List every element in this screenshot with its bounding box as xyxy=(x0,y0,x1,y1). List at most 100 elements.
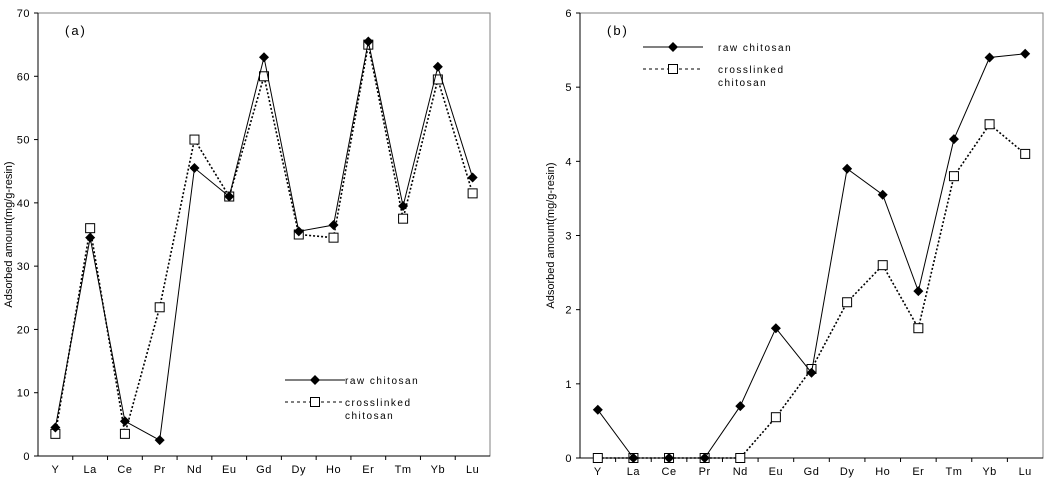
series-0-point-Ce xyxy=(119,416,130,427)
series-0-point-Gd xyxy=(259,52,269,63)
x-tick-label-Yb: Yb xyxy=(982,466,996,478)
series-1-point-Ho xyxy=(328,232,339,243)
y-tick-label-1: 1 xyxy=(565,379,572,391)
x-tick-label-Pr: Pr xyxy=(699,466,711,478)
x-tick-label-Ce: Ce xyxy=(662,466,677,478)
x-tick-label-Pr: Pr xyxy=(154,464,166,476)
series-1-point-La xyxy=(85,223,96,234)
series-1 xyxy=(592,119,1031,463)
legend-marker-0 xyxy=(668,42,678,52)
legend-label-0: raw chitosan xyxy=(345,376,419,387)
series-0-point-Lu xyxy=(1020,48,1031,59)
legend-marker-1 xyxy=(310,397,320,407)
y-tick-label-2: 20 xyxy=(17,324,30,336)
legend: raw chitosan crosslinked chitosan xyxy=(643,42,792,89)
legend-label-1: crosslinked xyxy=(345,398,412,409)
x-tick-label-Y: Y xyxy=(51,464,59,476)
series-0-point-Tm xyxy=(948,134,959,145)
y-tick-label-6: 60 xyxy=(17,71,30,83)
y-tick-label-0: 0 xyxy=(23,451,30,463)
y-axis-label: Adsorbed amount(mg/g-resin) xyxy=(545,162,557,308)
series-1-point-Ho xyxy=(877,260,888,271)
series-1-point-Pr xyxy=(154,302,165,313)
x-tick-label-Yb: Yb xyxy=(431,464,445,476)
legend-marker-0 xyxy=(310,375,320,385)
series-1-point-Lu xyxy=(1020,148,1031,159)
series-1-point-Yb xyxy=(432,74,443,85)
y-tick-label-1: 10 xyxy=(17,388,30,400)
series-0-point-Y xyxy=(592,404,603,415)
chart-a: 0 10 20 30 40 50 60 70 Y La Ce Pr Nd Eu Gd Dy Ho Er Tm Yb Lu… xyxy=(3,8,491,476)
x-tick-label-Er: Er xyxy=(362,464,374,476)
x-tick-label-Nd: Nd xyxy=(733,466,748,478)
x-tick-label-Ce: Ce xyxy=(117,464,132,476)
series-line-1 xyxy=(597,123,1026,459)
series-0-point-Yb xyxy=(984,52,995,63)
plot-frame xyxy=(579,12,1044,459)
series-0-point-Nd xyxy=(735,401,746,412)
x-tick-label-Lu: Lu xyxy=(466,464,479,476)
series-0-point-Dy xyxy=(293,226,304,237)
legend-label-1-line2: chitosan xyxy=(345,411,394,422)
y-tick-label-5: 5 xyxy=(565,82,572,94)
y-tick-label-3: 30 xyxy=(17,261,30,273)
series-1-point-Ce xyxy=(119,428,130,439)
x-tick-label-Ho: Ho xyxy=(875,466,890,478)
series-0-point-La xyxy=(85,232,96,243)
x-tick-label-La: La xyxy=(627,466,641,478)
y-tick-label-3: 3 xyxy=(565,231,572,243)
series-0 xyxy=(592,48,1031,463)
x-tick-label-Eu: Eu xyxy=(222,464,236,476)
y-tick-label-2: 2 xyxy=(565,305,572,317)
legend-label-1-line2: chitosan xyxy=(718,78,767,89)
y-tick-label-6: 6 xyxy=(565,8,572,20)
series-0-point-Er xyxy=(913,286,924,297)
series-0-point-Ce xyxy=(664,453,675,463)
series-0-point-Ho xyxy=(328,220,339,231)
series-0-point-Yb xyxy=(432,61,443,72)
x-tick-label-Gd: Gd xyxy=(256,464,272,476)
series-0-point-Ho xyxy=(877,189,888,200)
series-0-point-Nd xyxy=(189,163,200,174)
x-tick-label-Dy: Dy xyxy=(840,466,854,478)
x-tick-label-Dy: Dy xyxy=(292,464,306,476)
panel-label: (a) xyxy=(65,23,87,38)
legend-label-1: crosslinked xyxy=(718,65,785,76)
series-0-point-Dy xyxy=(842,163,853,174)
x-tick-label-Eu: Eu xyxy=(769,466,783,478)
series-1-point-Eu xyxy=(770,412,781,423)
series-0-point-Eu xyxy=(770,323,781,334)
x-tick-label-Er: Er xyxy=(912,466,924,478)
panel-label: (b) xyxy=(607,23,629,38)
x-tick-label-Lu: Lu xyxy=(1019,466,1032,478)
series-1-point-Tm xyxy=(948,171,959,182)
series-1-point-Er xyxy=(913,323,924,334)
series-0 xyxy=(50,36,478,446)
series-1-point-Yb xyxy=(984,119,995,130)
series-0-point-Pr xyxy=(699,453,710,463)
y-tick-label-4: 40 xyxy=(17,198,30,210)
x-tick-label-Tm: Tm xyxy=(946,466,963,478)
series-1-point-Tm xyxy=(398,213,409,224)
legend: raw chitosan crosslinked chitosan xyxy=(285,375,419,422)
series-1-point-Nd xyxy=(189,134,200,145)
series-0-point-Lu xyxy=(467,172,478,183)
x-tick-label-Tm: Tm xyxy=(395,464,412,476)
series-1-point-Lu xyxy=(467,188,478,199)
series-0-point-Er xyxy=(363,36,374,47)
y-tick-label-4: 4 xyxy=(565,156,572,168)
y-tick-label-5: 50 xyxy=(17,135,30,147)
series-0-point-Eu xyxy=(224,191,235,202)
series-0-point-Gd xyxy=(806,367,817,378)
series-1-point-Y xyxy=(592,453,603,463)
x-tick-label-Y: Y xyxy=(594,466,602,478)
y-axis-label: Adsorbed amount(mg/g-resin) xyxy=(3,161,15,307)
x-tick-label-La: La xyxy=(84,464,98,476)
series-0-point-Y xyxy=(50,422,61,433)
x-tick-label-Gd: Gd xyxy=(804,466,820,478)
x-tick-label-Nd: Nd xyxy=(187,464,202,476)
x-tick-label-Ho: Ho xyxy=(326,464,341,476)
series-1-point-Dy xyxy=(842,297,853,308)
y-tick-label-0: 0 xyxy=(565,453,572,465)
legend-label-0: raw chitosan xyxy=(718,43,792,54)
